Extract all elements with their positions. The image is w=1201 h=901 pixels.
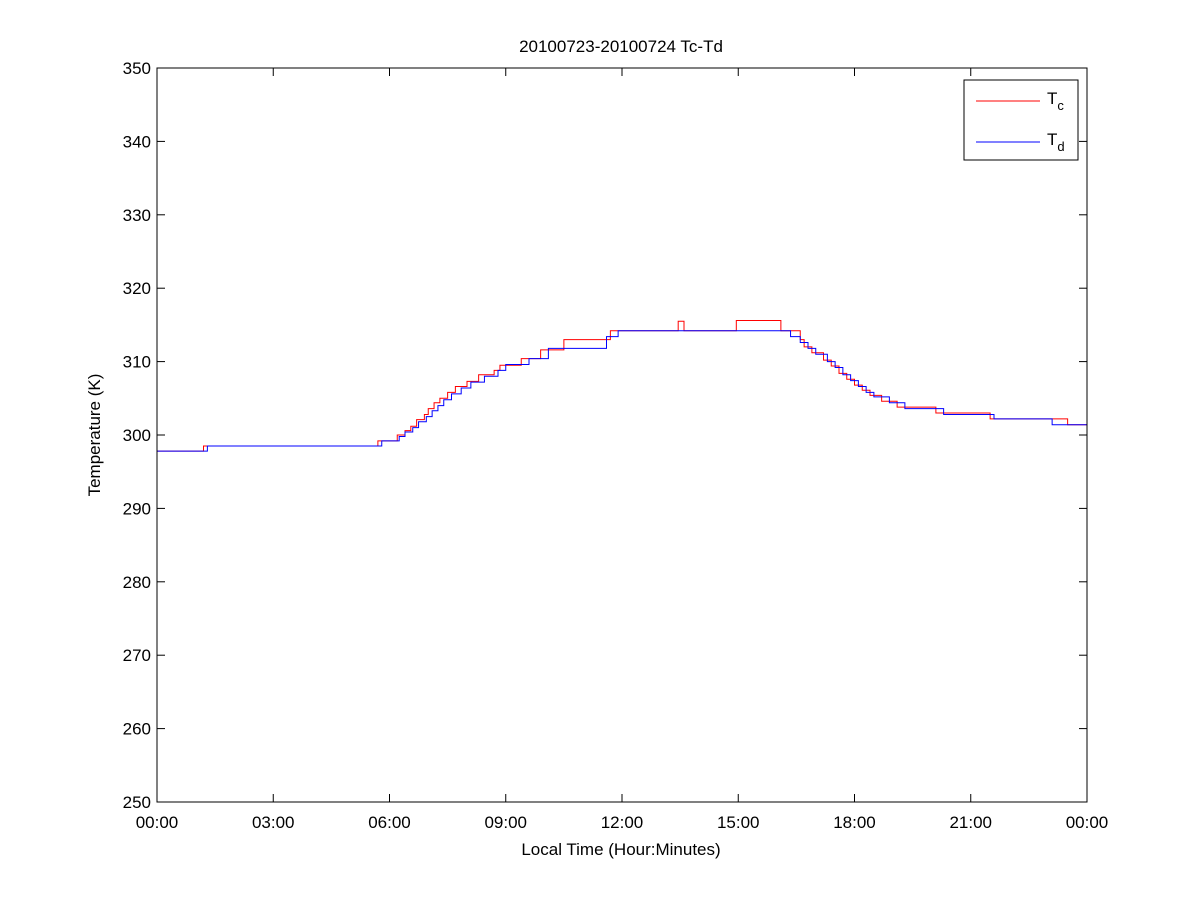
x-tick-label: 00:00	[136, 813, 179, 832]
x-tick-label: 00:00	[1066, 813, 1109, 832]
y-tick-label: 340	[123, 132, 151, 151]
legend-box	[963, 79, 1079, 161]
y-tick-label: 260	[123, 720, 151, 739]
x-axis-label: Local Time (Hour:Minutes)	[521, 840, 720, 859]
x-tick-label: 12:00	[601, 813, 644, 832]
y-tick-label: 330	[123, 206, 151, 225]
x-tick-label: 06:00	[368, 813, 411, 832]
x-axis: 00:00 03:00 06:00 09:00 12:00 15:00 18:00 21:00…	[136, 68, 1109, 832]
x-tick-label: 18:00	[833, 813, 876, 832]
x-tick-label: 03:00	[252, 813, 295, 832]
y-tick-label: 290	[123, 499, 151, 518]
legend-label-td: Td	[1047, 130, 1065, 154]
y-tick-label: 320	[123, 279, 151, 298]
series-layer	[157, 320, 1087, 452]
series-line-tc	[157, 320, 1087, 452]
y-axis: 250 260 270 280 290 300 310 320 330 340 350	[123, 59, 1087, 812]
x-tick-label: 09:00	[484, 813, 527, 832]
y-tick-label: 310	[123, 353, 151, 372]
y-tick-label: 280	[123, 573, 151, 592]
chart-title: 20100723-20100724 Tc-Td	[519, 37, 723, 56]
legend-label-tc: Tc	[1047, 89, 1064, 113]
x-tick-label: 15:00	[717, 813, 760, 832]
y-tick-label: 350	[123, 59, 151, 78]
y-tick-label: 270	[123, 646, 151, 665]
legend: Tc Td	[963, 79, 1079, 161]
y-axis-label: Temperature (K)	[85, 374, 104, 497]
x-tick-label: 21:00	[949, 813, 992, 832]
y-tick-label: 300	[123, 426, 151, 445]
plot-background	[157, 68, 1087, 802]
series-line-td	[157, 330, 1087, 452]
y-tick-label: 250	[123, 793, 151, 812]
plot-area	[156, 67, 1088, 803]
